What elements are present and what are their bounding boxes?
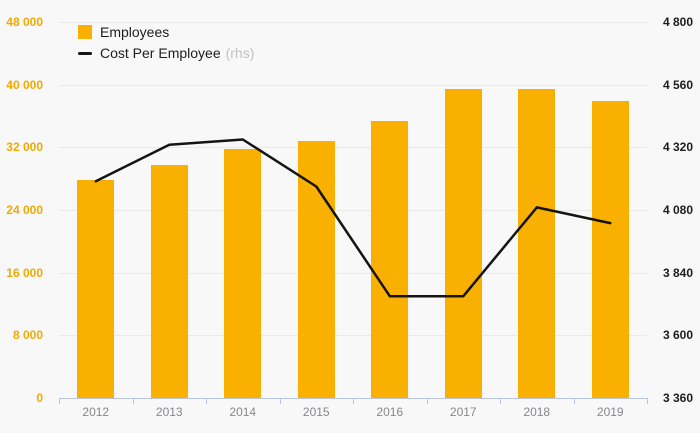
bar-2017 [444, 88, 482, 398]
legend-label-rhs-suffix: (rhs) [225, 45, 255, 61]
x-axis-label-2014: 2014 [229, 405, 257, 419]
x-axis-tick [573, 398, 575, 404]
bar-2019 [591, 101, 629, 398]
right-axis-label: 3 600 [663, 328, 694, 343]
x-axis-label-2017: 2017 [449, 405, 477, 419]
legend-label-cost-per-employee: Cost Per Employee [100, 45, 221, 61]
gridline [59, 210, 647, 211]
left-axis-label: 32 000 [6, 140, 43, 155]
left-axis-label: 48 000 [6, 15, 43, 29]
gridline [59, 147, 647, 149]
gridline [59, 335, 647, 337]
bar-2018 [518, 88, 556, 398]
left-axis-label: 8 000 [12, 328, 43, 343]
gridline [59, 84, 647, 86]
x-axis-tick [500, 398, 501, 404]
x-axis-label-2015: 2015 [302, 405, 330, 419]
x-axis-label-2012: 2012 [82, 405, 110, 419]
gridline [59, 22, 647, 23]
bar-2015 [297, 141, 335, 398]
legend: Employees Cost Per Employee (rhs) [78, 24, 254, 61]
line-swatch-icon [78, 51, 92, 55]
right-axis-label: 3 360 [663, 391, 694, 405]
legend-item-employees[interactable]: Employees [78, 24, 254, 40]
bar-swatch-icon [78, 25, 92, 39]
x-axis-label-2018: 2018 [523, 405, 551, 419]
gridline [59, 272, 647, 274]
x-axis-tick [59, 398, 60, 404]
bar-2014 [224, 148, 262, 398]
x-axis-tick [353, 398, 354, 404]
legend-label-employees: Employees [100, 24, 170, 40]
left-axis-label: 24 000 [6, 203, 43, 217]
right-axis-label: 3 840 [663, 265, 694, 280]
right-axis-label: 4 800 [663, 15, 694, 29]
right-axis-label: 4 080 [663, 203, 694, 217]
bar-2012 [77, 180, 115, 398]
x-axis-tick [132, 398, 134, 404]
right-axis-label: 4 320 [663, 140, 694, 155]
left-axis-label: 40 000 [6, 77, 43, 92]
x-axis-label-2013: 2013 [155, 405, 183, 419]
x-axis-tick [426, 398, 428, 404]
bar-2013 [150, 164, 188, 398]
x-axis-label-2019: 2019 [596, 405, 624, 419]
x-axis-tick [647, 398, 648, 404]
right-axis-label: 4 560 [663, 77, 694, 92]
left-axis-label: 16 000 [6, 265, 43, 280]
bar-2016 [371, 120, 409, 398]
x-axis-tick [206, 398, 207, 404]
x-axis-label-2016: 2016 [376, 405, 404, 419]
legend-item-cost-per-employee[interactable]: Cost Per Employee (rhs) [78, 45, 254, 61]
x-axis-tick [279, 398, 281, 404]
left-axis-label: 0 [36, 391, 43, 405]
